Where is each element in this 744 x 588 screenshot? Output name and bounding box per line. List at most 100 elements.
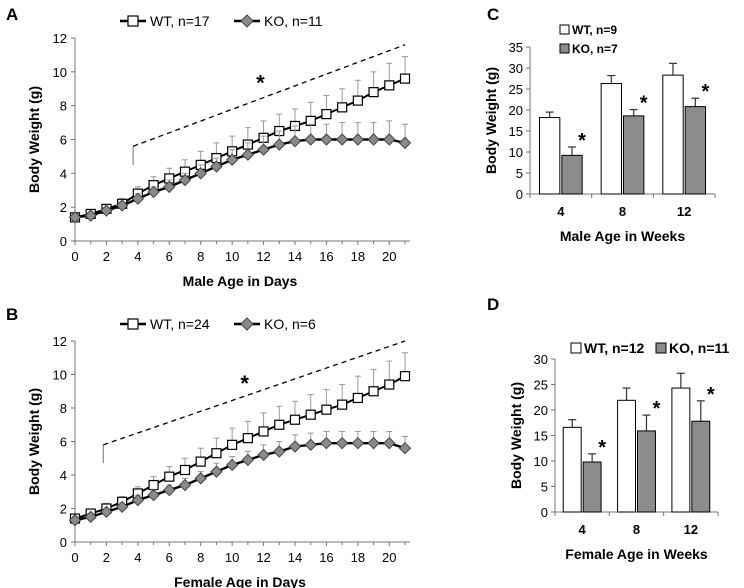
data-point-diamond [241, 453, 255, 467]
y-tick-label: 10 [509, 145, 523, 160]
x-tick-label: 14 [288, 249, 302, 264]
significance-star: * [598, 437, 606, 459]
data-point-diamond [335, 133, 349, 146]
bar-ko [637, 430, 656, 513]
panel-letter: D [487, 295, 499, 314]
legend-swatch-ko [655, 342, 667, 354]
data-point-diamond [383, 436, 396, 450]
data-point-diamond [115, 500, 129, 514]
legend: WT, n=9 KO, n=7 [559, 23, 618, 56]
significance-star: * [578, 130, 586, 152]
legend-label-wt: WT, n=12 [584, 340, 645, 356]
legend: WT, n=17 KO, n=11 [120, 13, 323, 29]
y-axis-label: Body Weight (g) [508, 382, 524, 489]
series-ko [68, 430, 412, 527]
y-axis-label: Body Weight (g) [26, 388, 42, 495]
category-label: 8 [619, 204, 626, 219]
data-point-square [305, 409, 316, 420]
data-point-diamond [257, 143, 270, 156]
panel-b: B 0 2 4 6 8 10 12 0 2 4 6 8 10 12 14 16 18 20 Female Age in… [6, 305, 412, 588]
x-tick-label: 10 [225, 550, 239, 565]
legend-label-wt: WT, n=24 [150, 316, 210, 332]
y-tick-label: 5 [516, 166, 523, 181]
y-axis-label: Body Weight (g) [26, 86, 42, 193]
series-line [74, 375, 406, 520]
data-point-square [321, 109, 332, 120]
series-line [74, 77, 406, 219]
data-point-diamond [100, 505, 113, 519]
y-axis-label: Body Weight (g) [483, 67, 499, 174]
data-point-square [179, 464, 191, 476]
data-point-square [384, 379, 395, 390]
data-point-diamond [131, 493, 145, 507]
bar-ko [623, 115, 645, 195]
y-tick-label: 4 [60, 468, 67, 483]
data-point-diamond [194, 472, 207, 485]
series-line [74, 138, 406, 219]
y-tick-label: 15 [534, 429, 548, 444]
y-tick-label: 10 [53, 65, 67, 80]
x-tick-label: 6 [166, 550, 173, 565]
data-point-diamond [147, 185, 160, 199]
y-tick-label: 25 [534, 378, 548, 393]
y-tick-label: 15 [509, 124, 523, 139]
x-tick-label: 6 [166, 249, 173, 264]
bar-wt [600, 83, 623, 195]
y-tick-label: 0 [60, 535, 67, 550]
x-axis-label: Male Age in Days [183, 273, 298, 289]
data-point-diamond [225, 153, 239, 167]
y-tick-label: 2 [60, 200, 67, 215]
x-axis-label: Female Age in Days [174, 574, 306, 588]
data-point-diamond [84, 510, 97, 524]
data-point-square [242, 433, 253, 444]
data-point-diamond [100, 204, 113, 217]
data-point-diamond [131, 192, 145, 205]
data-point-diamond [194, 167, 207, 180]
x-axis-label: Female Age in Weeks [565, 546, 708, 562]
panel-a: A 0 2 4 6 8 10 12 0 2 4 6 8 10 12 14 16 18 20 Male Age in D… [6, 5, 412, 289]
data-point-diamond [163, 180, 176, 194]
series-ko [68, 120, 412, 224]
data-point-square [258, 426, 269, 437]
data-point-square [211, 448, 222, 459]
data-point-square [195, 456, 206, 467]
category-label: 8 [633, 522, 640, 537]
data-point-diamond [320, 133, 333, 146]
y-tick-label: 25 [509, 82, 523, 97]
category-label: 4 [557, 204, 565, 219]
data-point-diamond [273, 138, 286, 151]
data-point-diamond [257, 448, 270, 462]
data-point-diamond [68, 211, 82, 224]
legend-marker-diamond [240, 14, 254, 28]
bar-wt [662, 74, 684, 195]
x-tick-label: 10 [225, 249, 239, 264]
data-point-square [399, 371, 411, 382]
data-point-diamond [273, 445, 286, 458]
data-point-square [368, 87, 379, 98]
panel-letter: B [6, 305, 18, 324]
data-point-diamond [351, 436, 365, 450]
series-line [74, 441, 406, 522]
data-point-diamond [398, 441, 412, 455]
data-point-square [164, 471, 175, 482]
significance-star: * [653, 398, 661, 420]
y-tick-label: 10 [53, 368, 67, 383]
bar-wt [562, 426, 582, 513]
x-tick-label: 16 [319, 249, 333, 264]
legend-label-wt: WT, n=17 [150, 13, 210, 29]
y-tick-label: 8 [60, 401, 67, 416]
data-point-square [321, 404, 332, 415]
legend-label-ko: KO, n=11 [669, 340, 730, 356]
category-label: 12 [684, 522, 698, 537]
legend-label-ko: KO, n=7 [572, 42, 618, 56]
data-point-square [399, 73, 411, 84]
data-point-diamond [68, 514, 82, 527]
data-point-diamond [367, 133, 380, 146]
panel-letter: C [487, 5, 499, 24]
x-tick-label: 12 [256, 249, 270, 264]
series-wt [69, 352, 411, 524]
data-point-diamond [304, 133, 317, 146]
data-point-diamond [210, 465, 223, 478]
x-tick-label: 8 [197, 550, 204, 565]
